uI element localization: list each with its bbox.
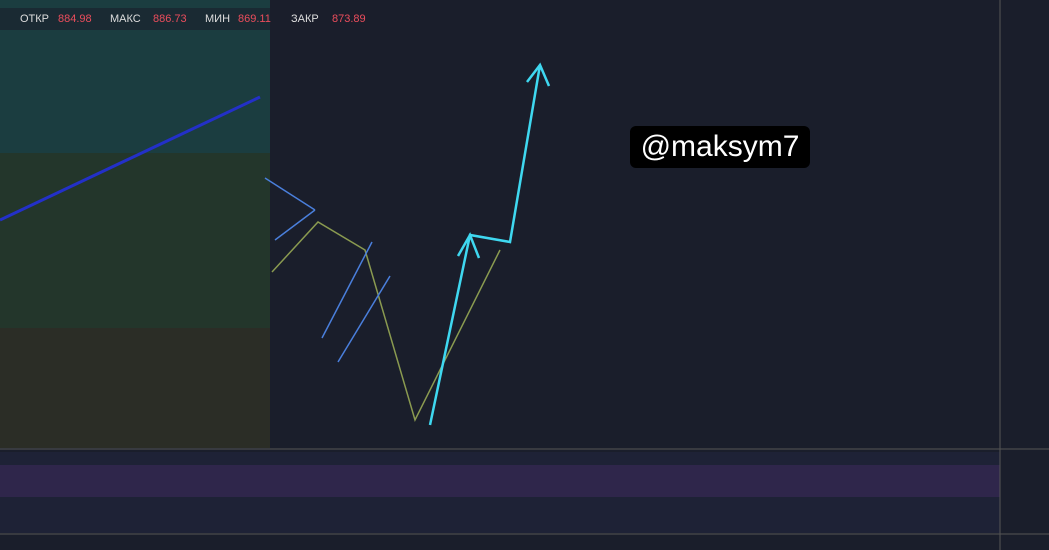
watermark-box xyxy=(630,126,810,168)
header-bg xyxy=(0,8,395,30)
arrow-head xyxy=(456,232,481,259)
ohlc-label: МИН xyxy=(205,13,230,25)
projection-arrow xyxy=(428,64,542,426)
channel-line xyxy=(321,241,373,339)
channel-line xyxy=(274,209,316,241)
ohlc-label: ЗАКР xyxy=(291,13,319,25)
rsi-band xyxy=(0,465,1000,497)
channel-line xyxy=(264,177,316,211)
ohlc-value: 884.98 xyxy=(58,13,92,25)
ohlc-value: 873.89 xyxy=(332,13,366,25)
ohlc-label: ОТКР xyxy=(20,13,49,25)
ohlc-value: 886.73 xyxy=(153,13,187,25)
trend-line xyxy=(0,95,261,222)
ohlc-label: МАКС xyxy=(110,13,141,25)
fib-zone-mid xyxy=(0,153,270,328)
ohlc-value: 869.11 xyxy=(238,13,271,25)
watermark: @maksym7 xyxy=(641,130,800,163)
arrow-head xyxy=(526,62,551,87)
fib-zone-low xyxy=(0,328,270,448)
channel-line xyxy=(337,275,391,363)
